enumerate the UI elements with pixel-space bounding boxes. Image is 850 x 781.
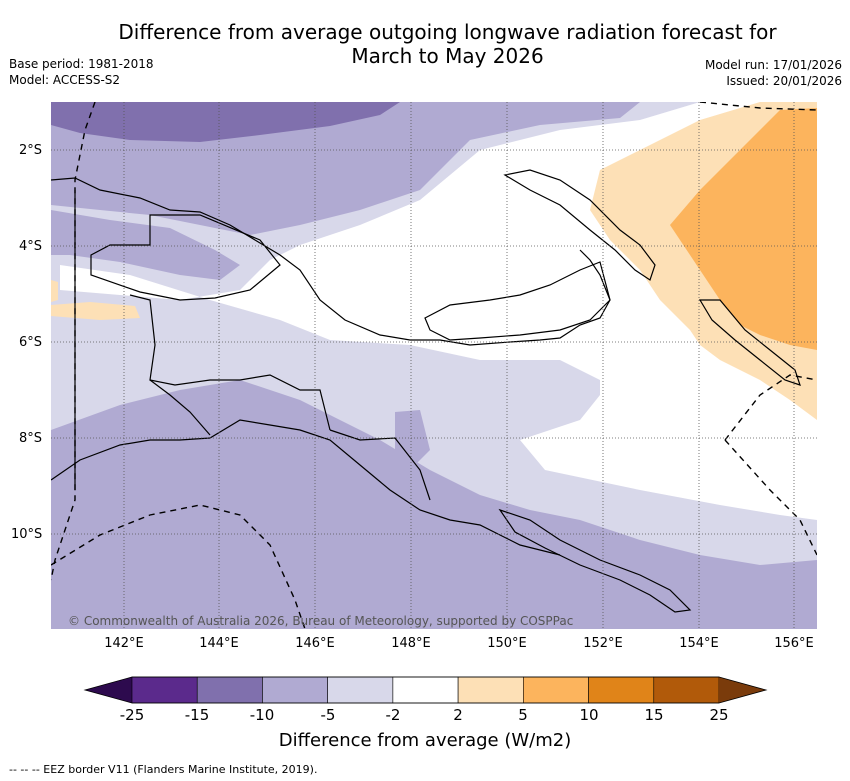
- eez-northeast: [699, 102, 817, 111]
- model-name: Model: ACCESS-S2: [9, 73, 121, 87]
- bougainville: [698, 299, 801, 386]
- colorbar-title: Difference from average (W/m2): [278, 730, 572, 751]
- eez-south: [51, 504, 306, 629]
- colorbar-label: -2: [385, 706, 401, 724]
- title-line-1: Difference from average outgoing longwav…: [118, 20, 777, 44]
- colorbar-extend-high: [719, 677, 766, 703]
- model-run: Model run: 17/01/2026: [704, 58, 842, 72]
- colorbar-label: 15: [644, 706, 664, 724]
- province-central: [129, 294, 331, 431]
- lat-tick-6s: 6°S: [19, 335, 43, 350]
- lon-tick-150e: 150°E: [487, 636, 527, 651]
- lon-tick-142e: 142°E: [104, 636, 144, 651]
- coastlines: [51, 169, 801, 613]
- colorbar: [83, 676, 768, 704]
- colorbar-segment: [131, 676, 198, 704]
- colorbar-extend-low: [85, 677, 132, 703]
- province-west: [90, 214, 281, 301]
- colorbar-segment: [262, 676, 328, 704]
- coast-north: [51, 177, 611, 346]
- lat-tick-4s: 4°S: [19, 239, 43, 254]
- eez-southeast: [724, 439, 817, 556]
- colorbar-segment: [392, 676, 459, 704]
- colorbar-label: -25: [119, 706, 145, 724]
- eez-borders: [51, 102, 817, 629]
- base-period: Base period: 1981-2018: [9, 57, 154, 71]
- title-line-2: March to May 2026: [351, 44, 544, 68]
- band-orange: [670, 108, 817, 350]
- eez-legend: -- -- -- EEZ border V11 (Flanders Marine…: [9, 763, 318, 776]
- eez-west: [51, 102, 96, 581]
- colorbar-outline: [83, 676, 768, 704]
- lon-tick-156e: 156°E: [774, 636, 814, 651]
- colorbar-label: 10: [579, 706, 599, 724]
- lat-tick-8s: 8°S: [19, 431, 43, 446]
- new-ireland: [503, 169, 656, 281]
- lat-tick-2s: 2°S: [19, 143, 43, 158]
- province-east: [329, 429, 431, 501]
- issued-date: Issued: 20/01/2026: [726, 74, 842, 88]
- meta-left: Base period: 1981-2018 Model: ACCESS-S2: [9, 56, 154, 88]
- coast-south: [51, 419, 561, 556]
- lat-tick-10s: 10°S: [11, 527, 43, 542]
- southeast-islands: [498, 508, 692, 613]
- colorbar-segment: [196, 676, 263, 704]
- colorbar-label: -5: [320, 706, 336, 724]
- band-mid-purple-blob: [395, 410, 430, 470]
- fly-river: [149, 379, 211, 436]
- lon-tick-154e: 154°E: [679, 636, 719, 651]
- band-dark-purple: [51, 102, 400, 142]
- colorbar-segment: [457, 676, 524, 704]
- meta-right: Model run: 17/01/2026 Issued: 20/01/2026: [705, 57, 842, 89]
- lon-tick-146e: 146°E: [295, 636, 335, 651]
- lon-tick-152e: 152°E: [583, 636, 623, 651]
- lon-tick-144e: 144°E: [199, 636, 239, 651]
- colorbar-segment: [588, 676, 655, 704]
- colorbar-label: 5: [518, 706, 528, 724]
- colorbar-segment: [523, 676, 589, 704]
- band-mid-purple-south: [51, 380, 817, 629]
- colorbar-label: 2: [453, 706, 463, 724]
- colorbar-segments: [131, 676, 720, 704]
- colorbar-label: -15: [184, 706, 210, 724]
- copyright-notice: © Commonwealth of Australia 2026, Bureau…: [68, 614, 574, 628]
- map-title: Difference from average outgoing longwav…: [40, 20, 850, 68]
- colorbar-segment: [653, 676, 720, 704]
- lon-tick-148e: 148°E: [391, 636, 431, 651]
- colorbar-label: 25: [709, 706, 729, 724]
- new-britain: [424, 261, 611, 341]
- colorbar-segment: [327, 676, 394, 704]
- gridlines: [51, 102, 817, 629]
- band-light-orange-west: [51, 280, 140, 320]
- colorbar-label: -10: [249, 706, 275, 724]
- map-panel: [51, 102, 817, 629]
